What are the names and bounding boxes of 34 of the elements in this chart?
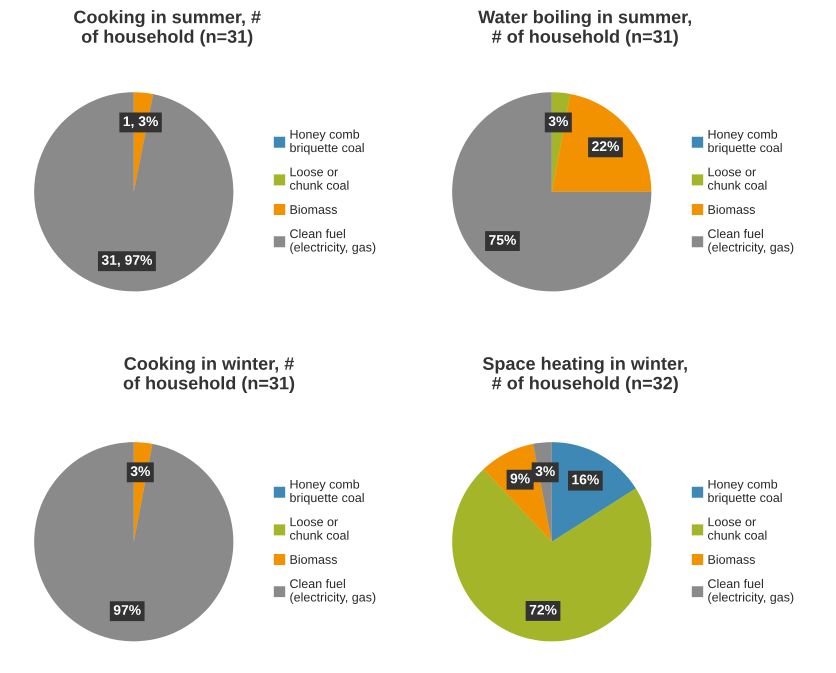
- legend-label: Biomass: [708, 204, 755, 214]
- pie-slice: [452, 92, 652, 292]
- legend-label: Honey comb briquette coal: [708, 130, 782, 155]
- legend-label: Biomass: [708, 554, 755, 564]
- legend-label: Clean fuel (electricity, gas): [708, 228, 794, 254]
- legend-label: Loose or chunk coal: [290, 518, 348, 540]
- data-label: 1, 3%: [124, 116, 158, 128]
- legend-label: Loose or chunk coal: [708, 518, 766, 540]
- legend-label: Clean fuel (electricity, gas): [290, 228, 376, 254]
- chart-title: Cooking in summer, # of household (n=31): [74, 10, 261, 46]
- data-label: 9%: [510, 474, 530, 484]
- legend-label: Biomass: [290, 204, 337, 214]
- data-label: 72%: [530, 604, 557, 615]
- chart-title: Space heating in winter, # of household (n=32): [482, 356, 687, 394]
- chart-title: Cooking in winter, # of household (n=31): [124, 356, 294, 394]
- legend-label: Loose or chunk coal: [708, 168, 766, 190]
- legend-label: Honey comb briquette coal: [290, 479, 364, 505]
- legend-label: Honey comb briquette coal: [290, 130, 364, 155]
- legend-label: Clean fuel (electricity, gas): [290, 578, 376, 604]
- data-label: 97%: [114, 605, 141, 615]
- chart-title: Water boiling in summer, # of household (n=31): [478, 10, 692, 46]
- data-label: 3%: [130, 466, 150, 476]
- legend-label: Honey comb briquette coal: [708, 479, 782, 505]
- data-label: 22%: [592, 141, 620, 152]
- pie-slice: [34, 442, 234, 642]
- data-label: 75%: [489, 235, 516, 245]
- data-label: 31, 97%: [102, 255, 152, 267]
- data-label: 3%: [535, 466, 555, 476]
- legend-label: Clean fuel (electricity, gas): [708, 578, 794, 604]
- legend-label: Biomass: [290, 554, 337, 564]
- data-label: 3%: [548, 116, 568, 126]
- data-label: 16%: [572, 474, 599, 484]
- pie-slice: [34, 92, 234, 292]
- legend-label: Loose or chunk coal: [290, 168, 348, 190]
